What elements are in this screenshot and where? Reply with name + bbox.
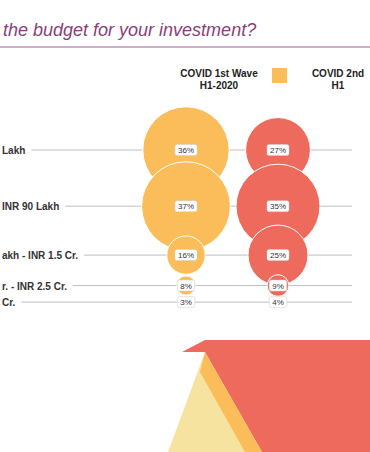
data-label: 27%	[270, 146, 286, 155]
data-label-box	[175, 201, 197, 212]
category-label: INR 90 Lakh	[2, 201, 59, 212]
data-label: 16%	[178, 251, 194, 260]
data-label: 35%	[270, 202, 286, 211]
chart: the budget for your investment? COVID 1st…	[0, 0, 370, 452]
data-label-box	[175, 145, 197, 156]
category-labels: Lakh INR 90 Lakh akh - INR 1.5 Cr. r. - INR…	[2, 145, 78, 308]
data-labels: 36% 37% 16% 8% 3% 27% 35% 25% 9% 4%	[175, 145, 289, 308]
bubble	[267, 275, 289, 297]
data-label: 3%	[180, 298, 192, 307]
data-label-box	[175, 250, 197, 261]
data-label-box	[267, 145, 289, 156]
category-label: Cr.	[2, 297, 16, 308]
house-roof	[182, 340, 370, 452]
category-label: Lakh	[2, 145, 25, 156]
data-label: 9%	[272, 282, 284, 291]
category-label: akh - INR 1.5 Cr.	[2, 250, 78, 261]
legend-swatch	[272, 68, 287, 83]
title-rule	[0, 47, 370, 48]
data-label: 8%	[180, 282, 192, 291]
data-label-box	[267, 250, 289, 261]
row-line	[73, 285, 352, 286]
category-label: r. - INR 2.5 Cr.	[2, 281, 67, 292]
house-illustration	[168, 340, 370, 452]
bubble	[167, 236, 205, 274]
data-label: 36%	[178, 146, 194, 155]
legend-label: COVID 2ndH1	[312, 68, 364, 91]
row-line	[84, 255, 352, 256]
legend: COVID 1st WaveH1-2020 COVID 2ndH1	[180, 68, 370, 91]
data-label-box	[177, 280, 195, 291]
data-label-box	[177, 297, 195, 308]
bubbles	[142, 107, 320, 307]
house-shade	[200, 352, 262, 452]
data-label: 37%	[178, 202, 194, 211]
title: the budget for your investment?	[3, 20, 256, 40]
data-label: 25%	[270, 251, 286, 260]
data-label: 4%	[272, 298, 284, 307]
legend-label: COVID 1st WaveH1-2020	[180, 68, 258, 91]
bubble	[273, 297, 283, 307]
data-label-box	[269, 297, 287, 308]
bubble	[176, 276, 195, 295]
data-label-box	[267, 201, 289, 212]
data-label-box	[269, 280, 287, 291]
